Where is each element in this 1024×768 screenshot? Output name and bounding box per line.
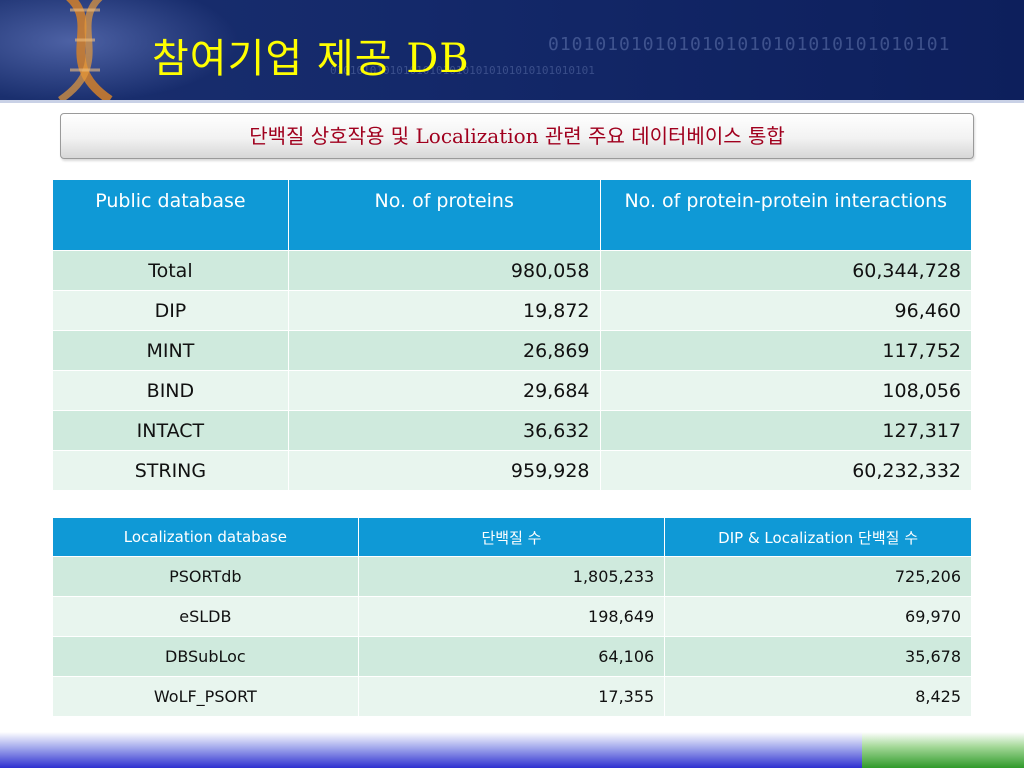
interaction-count: 117,752: [599, 330, 972, 371]
table-header-row: Public database No. of proteins No. of p…: [52, 179, 972, 251]
header-glow: [0, 0, 240, 103]
column-header: DIP & Localization 단백질 수: [664, 517, 972, 557]
interaction-count: 127,317: [599, 410, 972, 451]
table-row: DIP 19,872 96,460: [52, 290, 972, 331]
table-row: DBSubLoc 64,106 35,678: [52, 636, 972, 677]
protein-count: 64,106: [357, 636, 666, 677]
protein-count: 959,928: [287, 450, 601, 491]
protein-count: 19,872: [287, 290, 601, 331]
interaction-count: 60,232,332: [599, 450, 972, 491]
public-database-table: Public database No. of proteins No. of p…: [52, 179, 972, 491]
footer-bar-blue: [0, 732, 862, 768]
database-name: STRING: [52, 450, 289, 491]
database-name: BIND: [52, 370, 289, 411]
table-header-row: Localization database 단백질 수 DIP & Locali…: [52, 517, 972, 557]
footer-bar-green: [862, 732, 1024, 768]
table-row: BIND 29,684 108,056: [52, 370, 972, 411]
protein-count: 26,869: [287, 330, 601, 371]
slide-header: 0101010101010101010101010101010101 01010…: [0, 0, 1024, 103]
database-name: PSORTdb: [52, 556, 359, 597]
table-row: eSLDB 198,649 69,970: [52, 596, 972, 637]
database-name: Total: [52, 250, 289, 291]
protein-count: 980,058: [287, 250, 601, 291]
dna-helix-icon: [58, 0, 113, 103]
slide-title: 참여기업 제공 DB: [152, 36, 470, 82]
interaction-count: 60,344,728: [599, 250, 972, 291]
dip-localization-count: 35,678: [664, 636, 972, 677]
database-name: eSLDB: [52, 596, 359, 637]
protein-count: 1,805,233: [357, 556, 666, 597]
table-row: WoLF_PSORT 17,355 8,425: [52, 676, 972, 717]
column-header: Public database: [52, 179, 289, 251]
column-header: 단백질 수: [357, 517, 666, 557]
binary-decoration-small: 0101010101010101010101010101010101010101: [330, 64, 595, 77]
database-name: MINT: [52, 330, 289, 371]
dip-localization-count: 69,970: [664, 596, 972, 637]
database-name: WoLF_PSORT: [52, 676, 359, 717]
database-name: DBSubLoc: [52, 636, 359, 677]
subtitle-bar: 단백질 상호작용 및 Localization 관련 주요 데이터베이스 통합: [60, 113, 974, 159]
database-name: DIP: [52, 290, 289, 331]
database-name: INTACT: [52, 410, 289, 451]
dip-localization-count: 8,425: [664, 676, 972, 717]
table-row: Total 980,058 60,344,728: [52, 250, 972, 291]
localization-database-table: Localization database 단백질 수 DIP & Locali…: [52, 517, 972, 717]
table-row: MINT 26,869 117,752: [52, 330, 972, 371]
protein-count: 29,684: [287, 370, 601, 411]
interaction-count: 108,056: [599, 370, 972, 411]
table-row: STRING 959,928 60,232,332: [52, 450, 972, 491]
table-row: PSORTdb 1,805,233 725,206: [52, 556, 972, 597]
binary-decoration: 0101010101010101010101010101010101: [548, 34, 951, 55]
protein-count: 17,355: [357, 676, 666, 717]
dip-localization-count: 725,206: [664, 556, 972, 597]
column-header: No. of protein-protein interactions: [599, 179, 972, 251]
table-row: INTACT 36,632 127,317: [52, 410, 972, 451]
protein-count: 198,649: [357, 596, 666, 637]
header-divider: [0, 100, 1024, 103]
column-header: Localization database: [52, 517, 359, 557]
column-header: No. of proteins: [287, 179, 601, 251]
interaction-count: 96,460: [599, 290, 972, 331]
protein-count: 36,632: [287, 410, 601, 451]
